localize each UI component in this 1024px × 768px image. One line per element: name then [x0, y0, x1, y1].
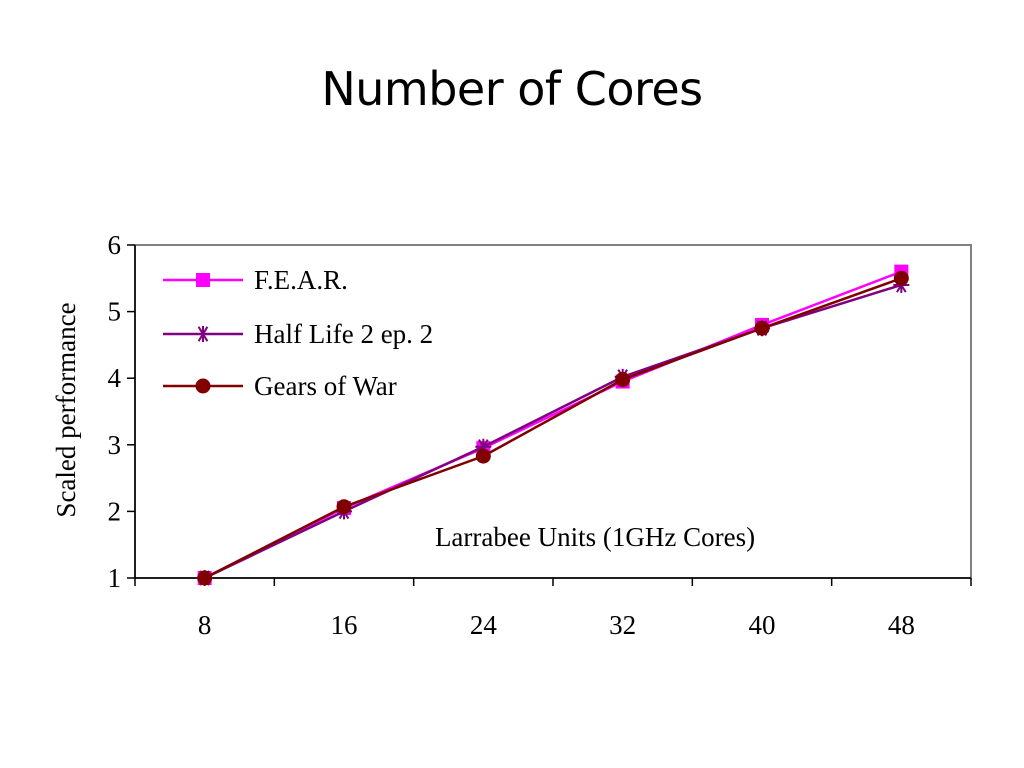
y-axis-ticks: 1 2 3 4 5 6 [108, 230, 135, 593]
chart-annotation: Larrabee Units (1GHz Cores) [435, 522, 755, 552]
legend-marker [195, 378, 211, 394]
series-layer [196, 264, 910, 586]
series-line [204, 277, 902, 580]
y-tick-label: 1 [108, 563, 122, 593]
y-tick-label: 6 [108, 230, 122, 260]
x-tick-label: 40 [749, 610, 776, 640]
y-tick-label: 2 [108, 496, 122, 526]
data-point [754, 320, 770, 336]
legend-item: F.E.A.R. [163, 265, 348, 295]
data-point [336, 499, 352, 515]
legend-label: Gears of War [254, 371, 397, 401]
data-point [893, 270, 909, 286]
x-tick-label: 48 [888, 610, 915, 640]
x-axis-ticks: 8 16 24 32 40 48 [134, 578, 972, 640]
x-tick-label: 32 [609, 610, 636, 640]
x-tick-label: 24 [470, 610, 498, 640]
y-axis-label: Scaled performance [51, 302, 81, 517]
x-tick-label: 16 [331, 610, 358, 640]
y-tick-label: 3 [108, 430, 122, 460]
data-point [197, 570, 213, 586]
y-tick-label: 5 [108, 297, 122, 327]
legend-label: Half Life 2 ep. 2 [254, 319, 433, 349]
data-point [615, 372, 631, 388]
legend-item: Gears of War [163, 371, 397, 401]
legend-item: Half Life 2 ep. 2 [163, 319, 433, 349]
y-tick-label: 4 [108, 363, 122, 393]
legend-marker [196, 273, 210, 287]
data-point [475, 448, 491, 464]
x-tick-label: 8 [198, 610, 212, 640]
legend-marker [195, 326, 211, 342]
slide-title: Number of Cores [321, 62, 703, 116]
legend: F.E.A.R. Half Life 2 ep. 2 Gears of War [163, 265, 433, 401]
series-3 [197, 270, 909, 586]
legend-label: F.E.A.R. [254, 265, 348, 295]
